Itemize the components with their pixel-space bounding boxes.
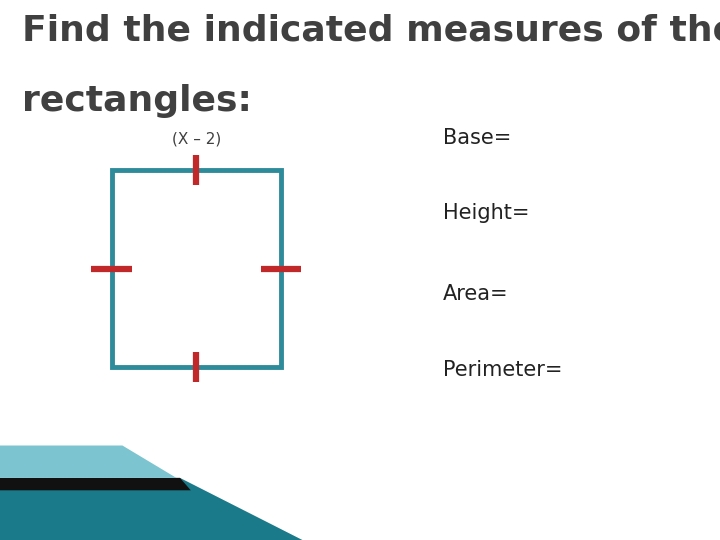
Text: Area=: Area= [443,284,508,305]
Polygon shape [0,478,191,490]
Text: Perimeter=: Perimeter= [443,360,562,380]
Text: Height=: Height= [443,203,529,224]
Text: Find the indicated measures of the: Find the indicated measures of the [22,14,720,48]
Text: Base=: Base= [443,127,511,148]
Text: rectangles:: rectangles: [22,84,251,118]
Polygon shape [0,478,302,540]
Polygon shape [0,446,176,478]
Bar [112,170,281,367]
Text: (X – 2): (X – 2) [171,132,221,147]
